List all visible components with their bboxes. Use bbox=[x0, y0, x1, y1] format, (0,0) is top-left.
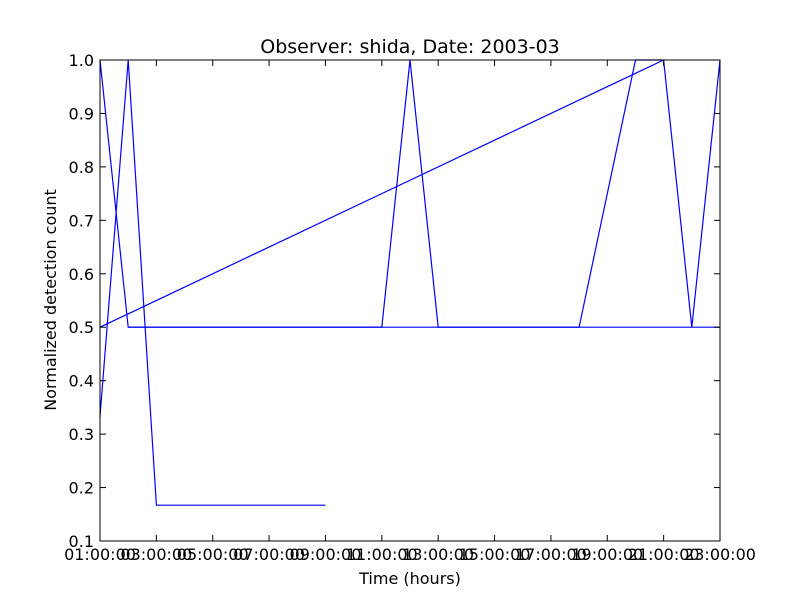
y-axis-ticks: 0.1 0.2 0.3 0.4 0.5 0.6 0.7 0.8 0.9 1.0 bbox=[69, 51, 720, 551]
x-tick-label: 23:00:00 bbox=[684, 545, 756, 564]
y-tick-label: 0.4 bbox=[69, 372, 94, 391]
x-tick-label: 05:00:00 bbox=[177, 545, 249, 564]
y-tick-label: 0.8 bbox=[69, 158, 94, 177]
chart-title: Observer: shida, Date: 2003-03 bbox=[260, 36, 560, 58]
y-tick-label: 0.9 bbox=[69, 104, 94, 123]
series-line-1 bbox=[99, 59, 326, 506]
plot-frame bbox=[99, 59, 721, 542]
x-tick-label: 03:00:00 bbox=[120, 545, 192, 564]
y-tick-label: 0.3 bbox=[69, 425, 94, 444]
y-axis-label: Normalized detection count bbox=[41, 189, 60, 411]
x-tick-label: 13:00:00 bbox=[402, 545, 474, 564]
series-lines bbox=[99, 59, 721, 506]
x-tick-label: 15:00:00 bbox=[459, 545, 531, 564]
y-tick-label: 0.2 bbox=[69, 479, 94, 498]
x-tick-label: 07:00:00 bbox=[233, 545, 305, 564]
y-tick-label: 0.6 bbox=[69, 265, 94, 284]
x-tick-label: 21:00:00 bbox=[628, 545, 700, 564]
series-line-2 bbox=[99, 59, 721, 328]
x-axis-label: Time (hours) bbox=[358, 569, 461, 588]
x-tick-label: 09:00:00 bbox=[290, 545, 362, 564]
series-line-3 bbox=[99, 59, 664, 328]
x-tick-label: 19:00:00 bbox=[571, 545, 643, 564]
x-axis-ticks: 01:00:0003:00:0005:00:0007:00:0009:00:00… bbox=[64, 60, 756, 564]
x-tick-label: 11:00:00 bbox=[346, 545, 418, 564]
y-tick-label: 0.1 bbox=[69, 532, 94, 551]
y-tick-label: 0.5 bbox=[69, 318, 94, 337]
y-tick-label: 1.0 bbox=[69, 51, 94, 70]
y-tick-label: 0.7 bbox=[69, 211, 94, 230]
x-tick-label: 17:00:00 bbox=[515, 545, 587, 564]
x-tick-label: 01:00:00 bbox=[64, 545, 136, 564]
